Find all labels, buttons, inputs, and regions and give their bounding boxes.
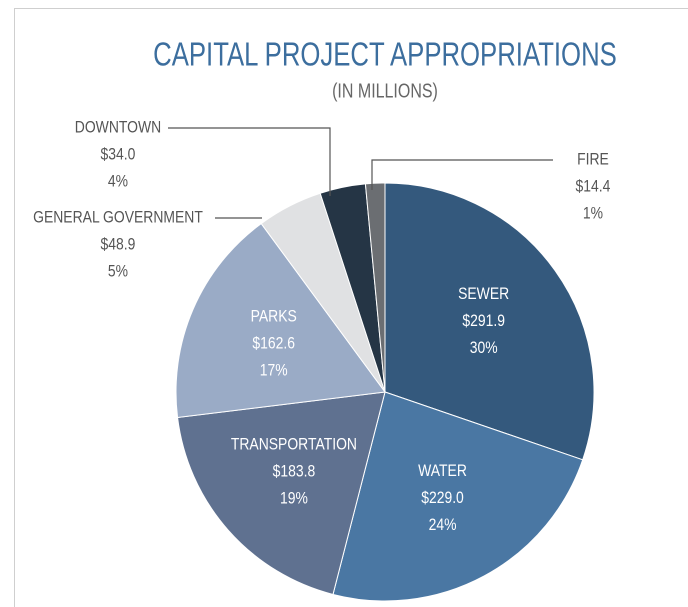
chart-subtitle: (IN MILLIONS) [332, 80, 438, 102]
slice-label: 5% [108, 262, 128, 281]
pie-slice [175, 222, 386, 419]
slice-label: GENERAL GOVERNMENT [33, 208, 203, 227]
leader-line [168, 127, 331, 196]
slice-label: 4% [108, 172, 128, 191]
slice-label: $162.6 [252, 334, 295, 353]
slice-label: PARKS [251, 307, 297, 326]
frame [14, 8, 688, 607]
pie-slice [364, 182, 386, 393]
pie-slice [332, 391, 584, 602]
slice-label: WATER [418, 462, 467, 481]
slice-label: 30% [470, 339, 498, 358]
slice-label: DOWNTOWN [75, 118, 161, 137]
pie-slice [384, 182, 595, 461]
slice-label: $48.9 [101, 235, 136, 254]
slice-label: SEWER [458, 285, 509, 304]
slice-label: $34.0 [101, 145, 136, 164]
pie-slice [176, 391, 386, 596]
slice-label: FIRE [577, 150, 609, 169]
slice-label: TRANSPORTATION [231, 435, 357, 454]
slice-label: 17% [260, 361, 288, 380]
chart-title: CAPITAL PROJECT APPROPRIATIONS [153, 37, 617, 74]
slice-label: $229.0 [421, 489, 464, 508]
slice-label: 1% [583, 204, 603, 223]
slice-label: 19% [280, 489, 308, 508]
slice-label: $183.8 [273, 462, 316, 481]
slice-label: $14.4 [576, 177, 611, 196]
leader-line [371, 159, 553, 190]
slice-label: $291.9 [462, 312, 505, 331]
slice-label: 24% [429, 516, 457, 535]
